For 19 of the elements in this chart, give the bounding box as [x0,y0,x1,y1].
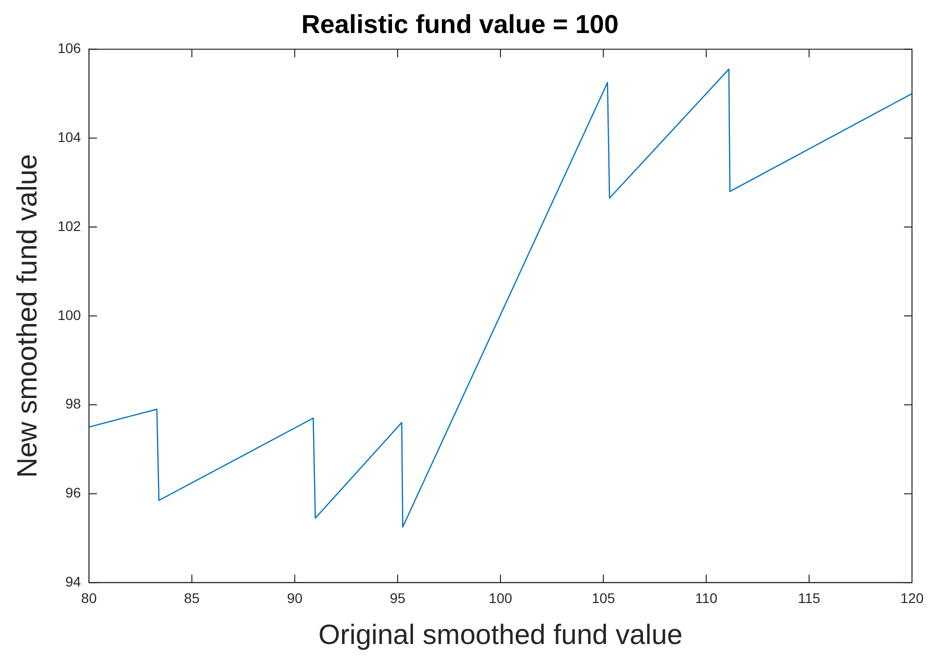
y-tick-label: 104 [58,128,82,145]
x-tick-label: 115 [798,590,820,606]
y-tick-label: 94 [65,573,82,590]
x-tick-label: 85 [184,590,200,606]
x-tick-label: 95 [390,590,406,606]
chart-title: Realistic fund value = 100 [301,8,619,39]
y-tick-label: 102 [58,218,82,234]
y-axis-title: New smoothed fund value [12,154,43,478]
x-tick-label: 120 [900,590,924,606]
x-tick-label: 105 [592,590,616,606]
y-tick-label: 106 [58,40,82,56]
y-tick-label: 98 [65,396,82,412]
x-tick-label: 100 [488,590,512,606]
x-tick-label: 110 [695,590,718,606]
x-tick-label: 90 [286,590,303,606]
x-axis-title: Original smoothed fund value [318,618,683,650]
y-tick-label: 96 [65,484,82,501]
x-tick-label: 80 [81,590,97,606]
y-tick-label: 100 [58,306,82,323]
